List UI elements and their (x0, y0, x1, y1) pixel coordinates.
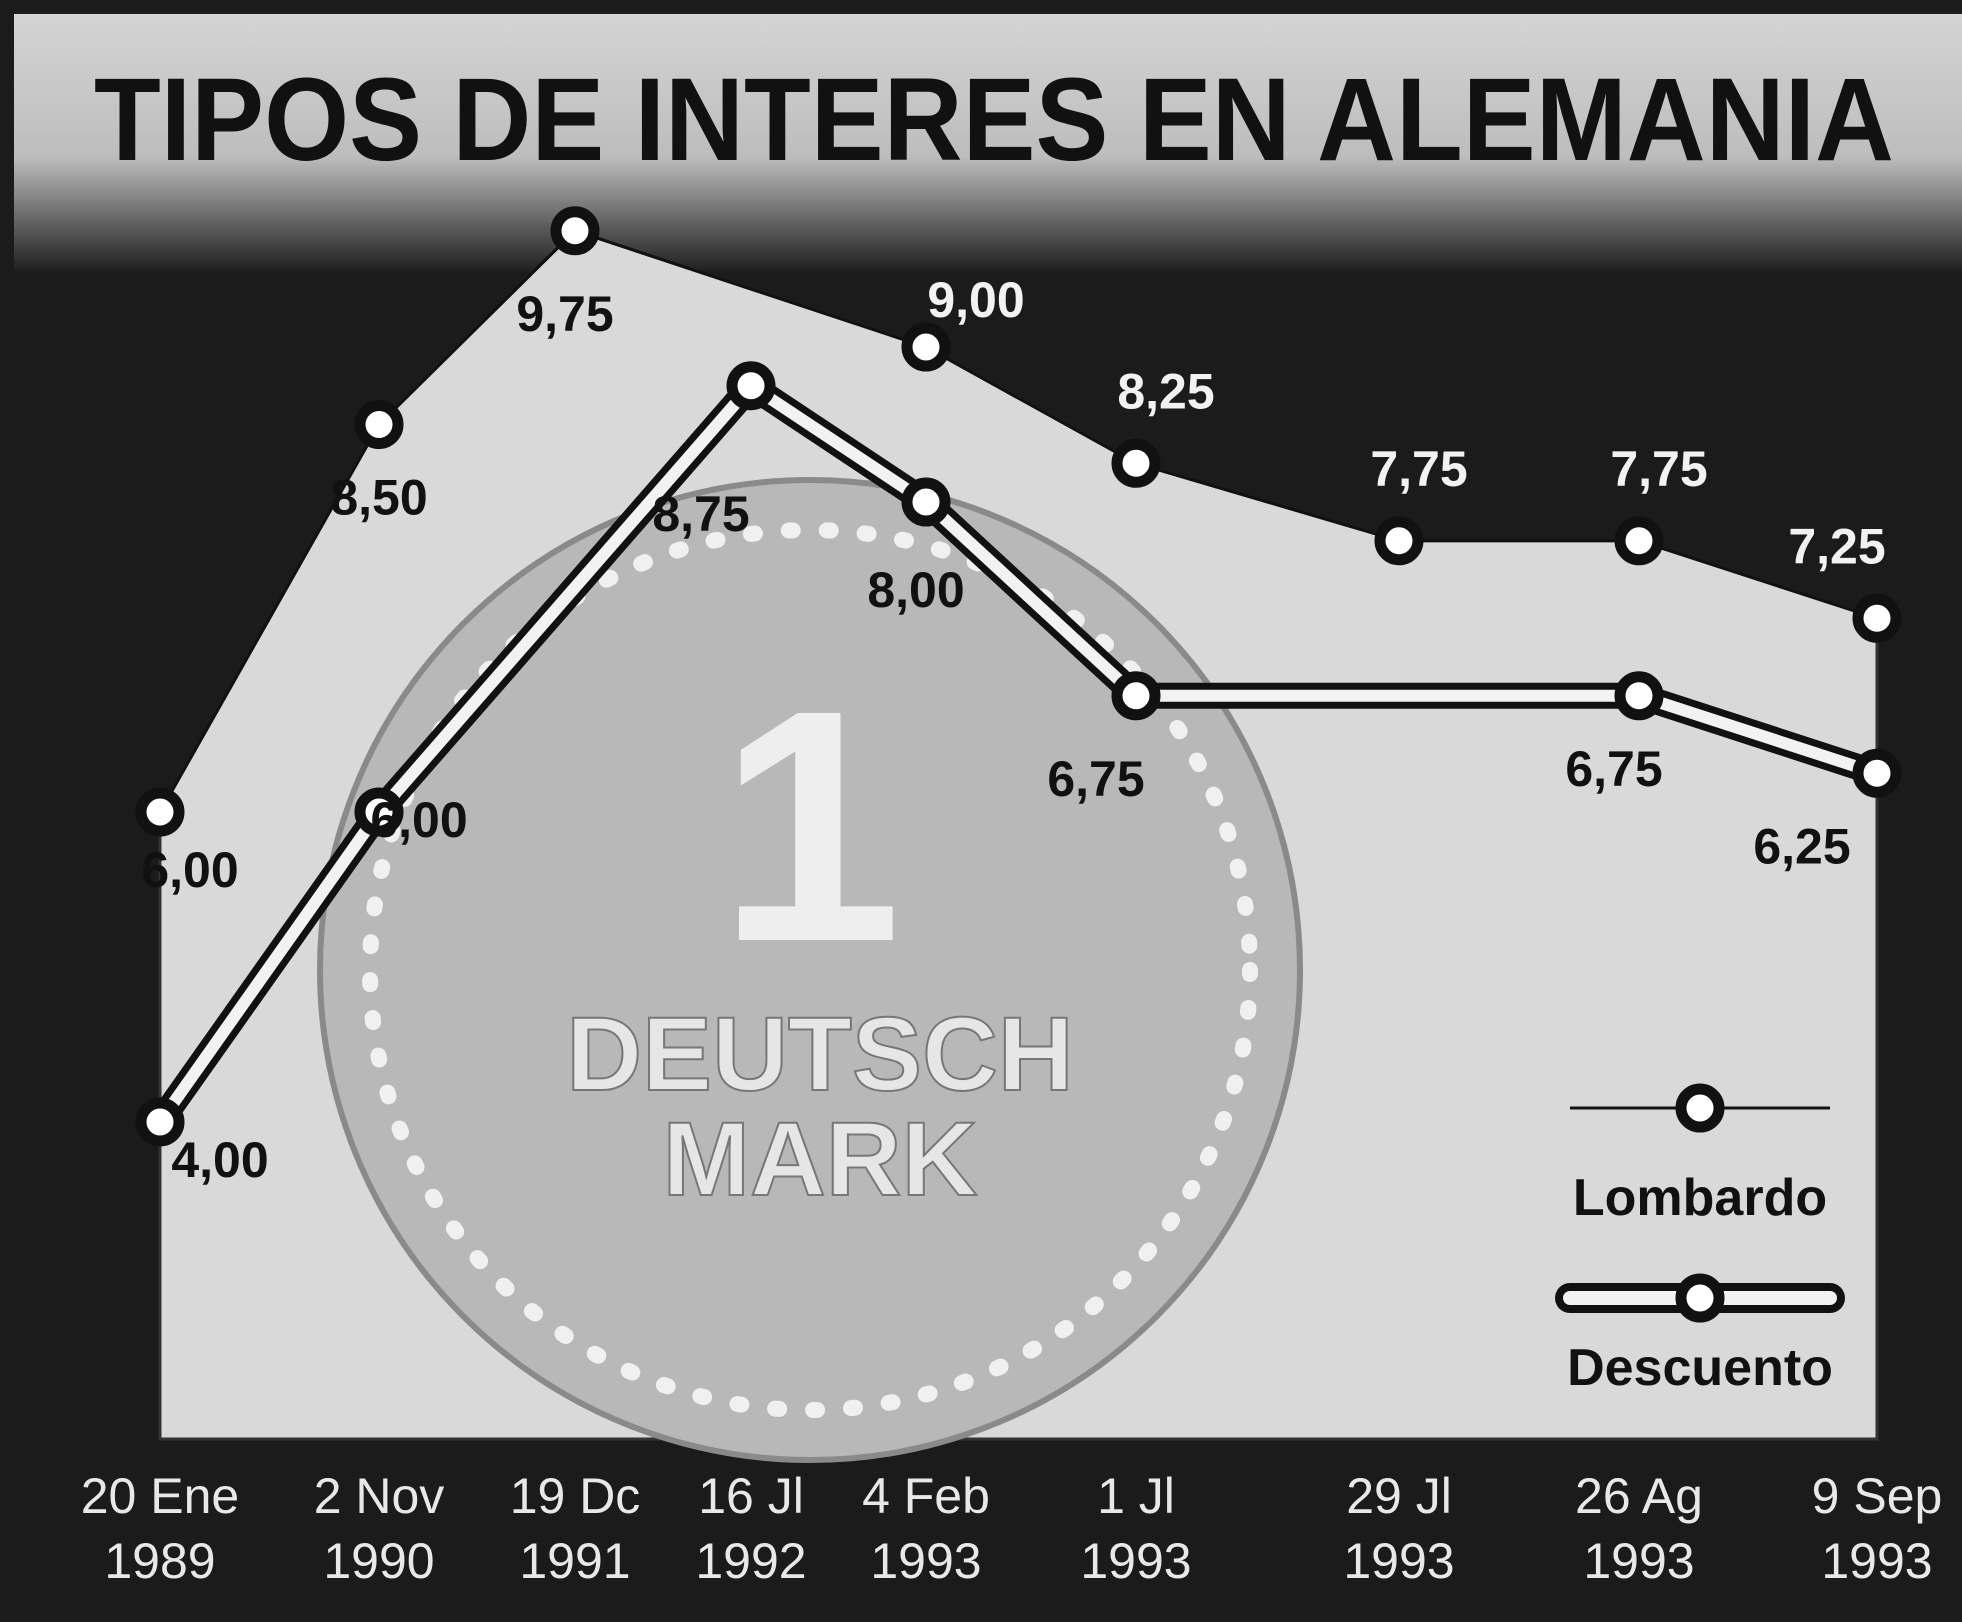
point (907, 328, 945, 366)
point (141, 793, 179, 831)
x-tick-label: 1993 (1080, 1533, 1191, 1589)
x-tick-label: 1990 (323, 1533, 434, 1589)
x-tick-label: 4 Feb (862, 1468, 990, 1524)
data-label: 8,75 (652, 486, 749, 542)
x-tick-label: 9 Sep (1812, 1468, 1943, 1524)
x-tick-label: 1993 (1821, 1533, 1932, 1589)
x-tick-label: 2 Nov (314, 1468, 445, 1524)
legend-marker (1681, 1279, 1719, 1317)
data-label: 7,75 (1370, 441, 1467, 497)
data-label: 9,00 (927, 272, 1024, 328)
x-tick-label: 16 Jl (698, 1468, 804, 1524)
point (1858, 754, 1896, 792)
data-label: 6,00 (141, 842, 238, 898)
x-tick-label: 1991 (519, 1533, 630, 1589)
coin-text: 1 (718, 641, 902, 1010)
x-tick-label: 1992 (695, 1533, 806, 1589)
x-tick-label: 19 Dc (510, 1468, 641, 1524)
point (1620, 677, 1658, 715)
point (556, 212, 594, 250)
data-label: 4,00 (171, 1132, 268, 1188)
data-label: 6,75 (1047, 751, 1144, 807)
x-tick-label: 1993 (1583, 1533, 1694, 1589)
legend-label: Lombardo (1573, 1169, 1827, 1227)
data-label: 6,00 (370, 792, 467, 848)
x-tick-label: 1 Jl (1097, 1468, 1175, 1524)
data-label: 6,75 (1565, 741, 1662, 797)
x-tick-label: 1989 (104, 1533, 215, 1589)
data-label: 8,50 (330, 470, 427, 526)
x-tick-label: 29 Jl (1346, 1468, 1452, 1524)
coin-text: MARK (663, 1101, 978, 1218)
x-tick-label: 1993 (1343, 1533, 1454, 1589)
point (1620, 522, 1658, 560)
data-label: 7,25 (1788, 518, 1885, 574)
point (1858, 599, 1896, 637)
point (360, 406, 398, 444)
data-label: 8,25 (1117, 363, 1214, 419)
legend-label: Descuento (1567, 1339, 1833, 1397)
point (1117, 444, 1155, 482)
data-label: 7,75 (1610, 441, 1707, 497)
x-tick-label: 26 Ag (1575, 1468, 1703, 1524)
x-tick-label: 20 Ene (81, 1468, 239, 1524)
legend-marker (1681, 1089, 1719, 1127)
point (1380, 522, 1418, 560)
point (732, 367, 770, 405)
x-tick-label: 1993 (870, 1533, 981, 1589)
data-label: 6,25 (1753, 818, 1850, 874)
coin-text: DEUTSCH (566, 996, 1074, 1113)
chart-title: TIPOS DE INTERES EN ALEMANIA (94, 54, 1894, 186)
chart: TIPOS DE INTERES EN ALEMANIA 1DEUTSCHMAR… (0, 0, 1962, 1622)
point (1117, 677, 1155, 715)
data-label: 8,00 (867, 562, 964, 618)
data-label: 9,75 (516, 286, 613, 342)
point (907, 483, 945, 521)
